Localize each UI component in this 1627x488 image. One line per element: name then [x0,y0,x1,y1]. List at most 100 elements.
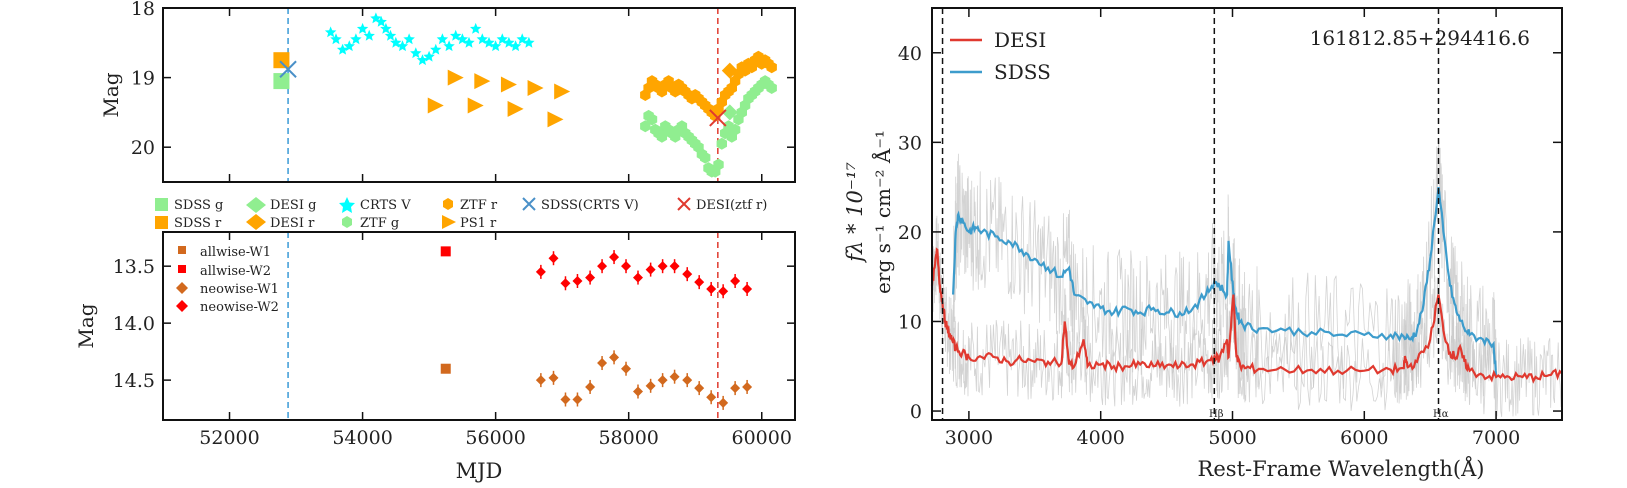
point-ztf-g [700,151,711,164]
legend-marker-desi-ztf-r [677,197,691,211]
legend-label-allwise-w1: allwise-W1 [200,245,271,260]
spectrum-y-label-line1: fλ * 10⁻¹⁷ [843,162,867,264]
legend-marker-ztf-g [342,216,352,228]
point-ztf-g [646,113,658,126]
point-ps1-r [547,111,564,128]
point-ps1-r [474,73,491,90]
point-neowise-w1 [742,381,753,392]
point-ztf-g [640,120,651,133]
point-neowise-w2 [597,261,608,272]
legend-marker-sdss-crts-v [522,197,536,211]
point-crts-v [410,47,422,59]
point-ztf-g [766,82,777,94]
x-tick-label: 4000 [1077,427,1125,449]
optical-legend: SDSS g SDSS r DESI g DESI r CRTS V ZTF g… [155,197,767,231]
legend-label-ps1-r: PS1 r [460,216,497,231]
legend-label-sdss-crts-v: SDSS(CRTS V) [541,198,639,213]
legend-label-desi-r: DESI r [270,216,315,231]
point-neowise-w2 [609,252,620,263]
x-tick-label: 7000 [1472,427,1520,449]
point-crts-v [416,54,429,66]
legend-marker-allwise-w2 [178,265,186,273]
x-tick-label: 52000 [199,427,259,449]
point-sdss-g [273,73,290,90]
y-tick-label: 40 [898,43,922,65]
point-neowise-w1 [572,394,583,405]
y-tick-label: 0 [910,401,922,423]
point-sdss-crts-v [279,60,297,78]
legend-marker-neowise-w1 [176,282,188,294]
point-neowise-w2 [657,261,668,272]
spectrum-x-label: Rest-Frame Wavelength(Å) [1198,456,1485,481]
spectrum-line-sdss [952,186,1498,376]
legend-label-crts-v: CRTS V [360,198,411,213]
x-tick-label: 5000 [1208,427,1256,449]
legend-label-neowise-w1: neowise-W1 [200,282,279,297]
point-crts-v [443,40,455,52]
point-ztf-r [766,61,777,74]
x-tick-label: 54000 [332,427,392,449]
legend-label-desi-g: DESI g [270,198,316,213]
optical-markers [273,12,777,178]
x-tick-label: 6000 [1340,427,1388,449]
point-crts-v [363,29,375,41]
point-crts-v [324,26,337,38]
legend-marker-allwise-w1 [178,246,186,254]
point-neowise-w2 [548,253,559,264]
wise-y-ticks: 13.5 14.0 14.5 [113,232,795,420]
legend-marker-crts-v [339,197,355,213]
halpha-label: Hα [1433,409,1449,420]
point-neowise-w1 [694,383,705,394]
point-neowise-w1 [730,383,741,394]
point-neowise-w1 [621,363,632,374]
raw-spectrum-desi [931,215,1562,417]
point-neowise-w2 [730,275,741,286]
point-allwise-w1 [440,363,451,374]
y-tick-label: 20 [131,137,155,159]
legend-label-sdss-g: SDSS g [174,198,223,213]
wise-markers [440,246,753,410]
optical-y-ticks: 18 19 20 [131,0,795,182]
point-ps1-r [554,83,571,100]
legend-label-desi-ztf-r: DESI(ztf r) [696,198,767,213]
hbeta-label: Hβ [1209,409,1224,420]
spectrum-y-ticks: 0 10 20 30 40 [898,43,1562,423]
point-sdss-r [273,52,290,69]
x-tick-label: 3000 [945,427,993,449]
point-neowise-w2 [585,272,596,283]
optical-y-label: Mag [99,72,123,117]
wise-y-label: Mag [74,303,98,348]
point-crts-v [456,33,469,45]
y-tick-label: 14.5 [113,370,155,392]
legend-marker-ps1-r [442,215,456,229]
spectrum-reference-lines [941,8,1440,420]
point-ztf-g [729,123,741,136]
y-tick-label: 13.5 [113,256,155,278]
legend-label-neowise-w2: neowise-W2 [200,300,279,315]
point-neowise-w1 [669,371,680,382]
x-tick-label: 56000 [465,427,525,449]
legend-label-allwise-w2: allwise-W2 [200,264,271,279]
point-neowise-w2 [718,286,729,297]
point-crts-v [509,40,522,52]
spectrum-object-title: 161812.85+294416.6 [1310,26,1530,50]
wise-reference-lines [287,232,719,420]
point-neowise-w2 [682,269,693,280]
legend-label-ztf-r: ZTF r [460,198,498,213]
point-neowise-w1 [548,372,559,383]
x-tick-label: 58000 [598,427,658,449]
spectrum-legend: DESI SDSS [950,28,1051,84]
point-neowise-w2 [572,275,583,286]
spectrum-line-desi [930,247,1563,384]
point-neowise-w1 [535,375,546,386]
point-crts-v [343,40,355,52]
point-crts-v [396,40,409,52]
point-neowise-w1 [632,386,643,397]
spectrum-y-label-line2: erg s⁻¹ cm⁻² Å⁻¹ [870,130,895,294]
point-crts-v [380,22,392,34]
optical-reference-lines [287,8,719,182]
point-neowise-w2 [742,283,753,294]
point-neowise-w1 [645,380,656,391]
y-tick-label: 19 [131,68,155,90]
